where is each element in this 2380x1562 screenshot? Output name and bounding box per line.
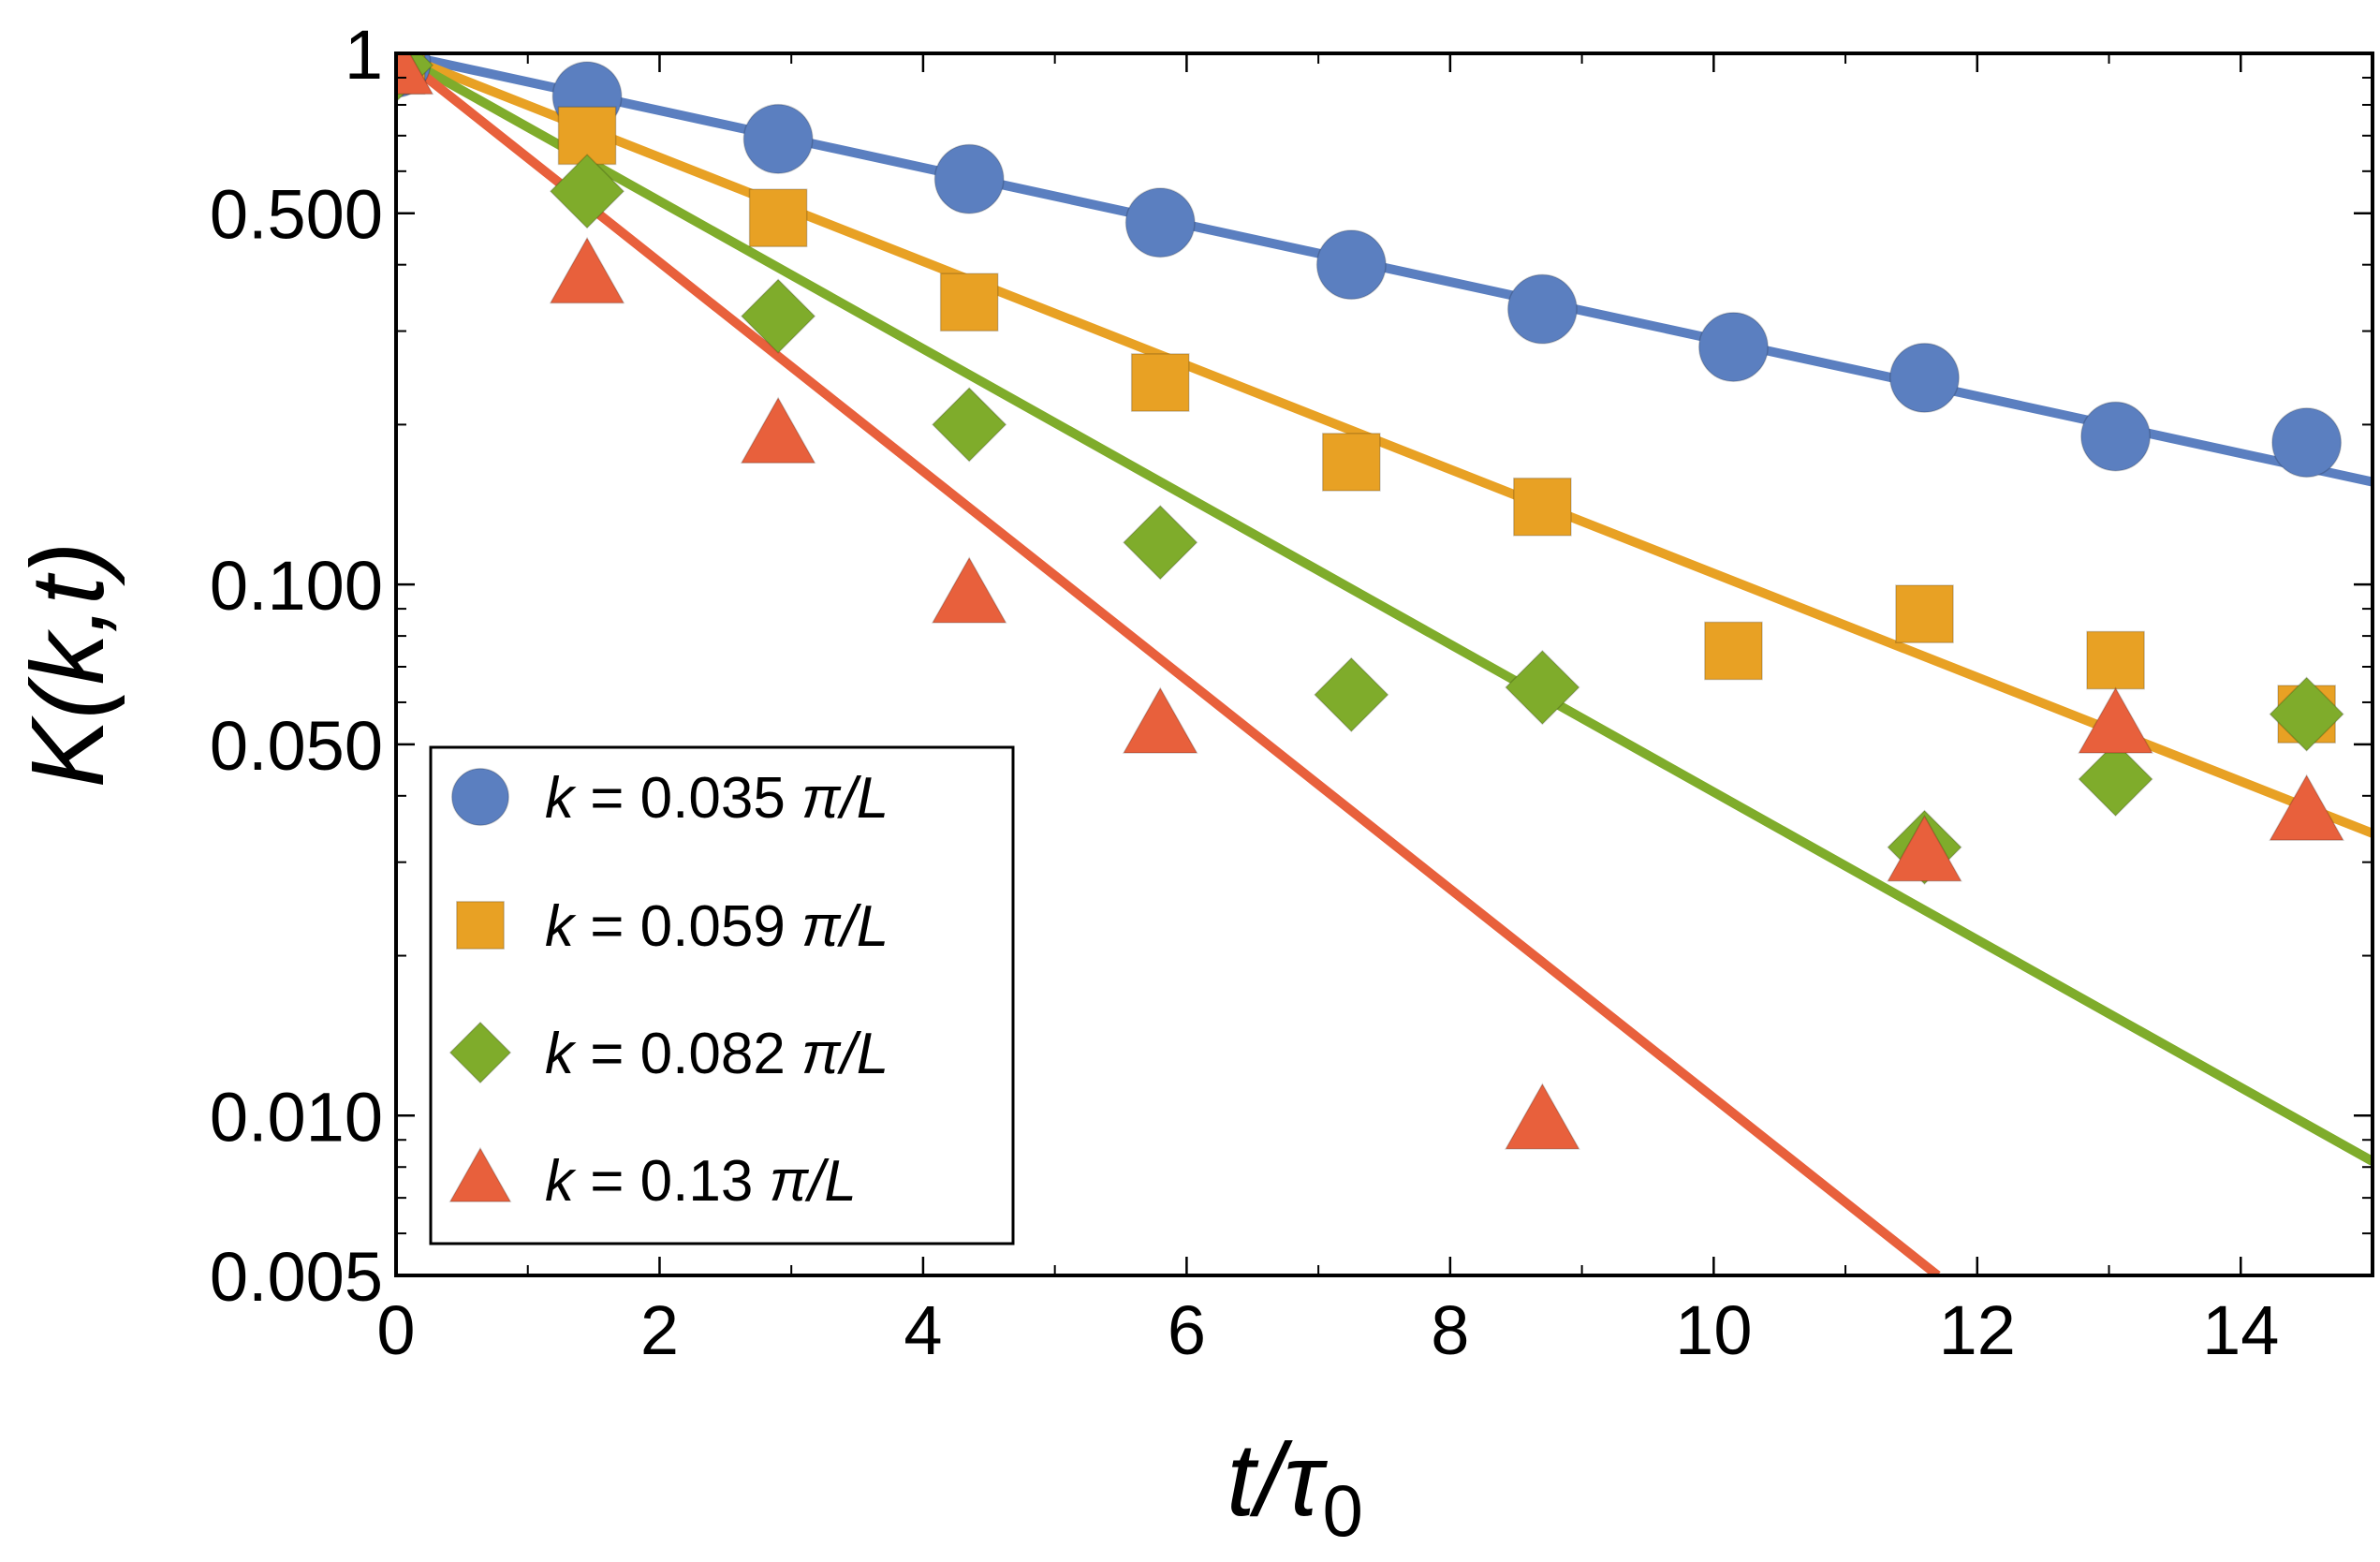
y-tick-label: 0.005 <box>210 1238 383 1316</box>
legend: k = 0.035 π/Lk = 0.059 π/Lk = 0.082 π/Lk… <box>429 745 1015 1245</box>
data-point-series-4 <box>1504 1083 1580 1150</box>
y-tick-label: 0.010 <box>210 1078 383 1156</box>
data-point-series-3 <box>2269 676 2344 752</box>
legend-marker-series-1 <box>451 768 509 826</box>
data-point-series-4 <box>1122 686 1198 754</box>
data-point-series-1 <box>2271 407 2343 479</box>
legend-label-series-1: k = 0.035 π/L <box>545 766 889 831</box>
x-tick-label: 8 <box>1431 1291 1469 1369</box>
legend-unit: π/L <box>801 766 889 831</box>
x-axis-title-main: t/τ <box>1227 1422 1328 1538</box>
y-tick-labels: 1 0.500 0.100 0.050 0.010 0.005 <box>210 16 383 1316</box>
x-axis-title: t/τ0 <box>1227 1422 1363 1552</box>
data-point-series-1 <box>2080 401 2152 472</box>
data-point-series-4 <box>1887 815 1962 882</box>
data-point-series-2 <box>1895 584 1954 643</box>
legend-label-series-2: k = 0.059 π/L <box>545 894 889 959</box>
data-point-series-3 <box>1314 656 1389 733</box>
data-point-series-4 <box>549 236 625 304</box>
y-tick-label: 0.100 <box>210 547 383 625</box>
x-tick-label: 4 <box>904 1291 942 1369</box>
data-markers <box>396 53 2345 1150</box>
data-point-series-3 <box>549 154 625 229</box>
data-point-series-3 <box>740 278 816 354</box>
data-point-series-2 <box>1513 477 1572 537</box>
legend-k-symbol: k <box>545 766 577 831</box>
legend-value: = 0.059 <box>574 894 801 959</box>
legend-k-symbol: k <box>545 1149 577 1214</box>
legend-label-series-4: k = 0.13 π/L <box>545 1149 857 1214</box>
data-point-series-4 <box>396 53 434 96</box>
data-point-series-1 <box>1506 273 1578 345</box>
data-point-series-1 <box>742 103 814 174</box>
data-point-series-1 <box>1315 229 1387 301</box>
y-tick-label: 0.500 <box>210 176 383 254</box>
legend-value: = 0.13 <box>574 1149 770 1214</box>
data-point-series-3 <box>1505 649 1580 726</box>
x-tick-label: 0 <box>376 1291 415 1369</box>
legend-unit: π/L <box>801 894 889 959</box>
legend-k-symbol: k <box>545 894 577 959</box>
x-tick-label: 14 <box>2202 1291 2279 1369</box>
data-point-series-2 <box>939 273 999 332</box>
data-point-series-3 <box>1123 505 1198 581</box>
data-point-series-2 <box>1704 621 1763 681</box>
legend-marker-series-2 <box>456 901 505 950</box>
data-point-series-1 <box>1889 342 1960 413</box>
x-tick-label: 2 <box>640 1291 679 1369</box>
legend-marker-series-3 <box>448 1021 512 1084</box>
legend-label-series-3: k = 0.082 π/L <box>545 1022 889 1086</box>
x-tick-label: 10 <box>1675 1291 1752 1369</box>
legend-box <box>429 745 1015 1245</box>
data-point-series-2 <box>1130 353 1190 412</box>
data-point-series-3 <box>2078 741 2153 818</box>
legend-unit: π/L <box>770 1149 857 1214</box>
data-point-series-1 <box>1124 187 1196 258</box>
fit-line-series-4 <box>396 53 1941 1275</box>
legend-value: = 0.035 <box>574 766 801 831</box>
fit-line-series-2 <box>396 53 2373 838</box>
data-point-series-4 <box>931 556 1007 624</box>
legend-marker-series-4 <box>448 1146 512 1202</box>
data-point-series-3 <box>932 387 1007 463</box>
fit-line-series-3 <box>396 53 2373 1166</box>
legend-value: = 0.082 <box>574 1022 801 1086</box>
data-point-series-2 <box>748 188 808 248</box>
data-point-series-4 <box>2078 686 2153 754</box>
data-point-series-1 <box>933 143 1005 214</box>
x-tick-label: 12 <box>1939 1291 2016 1369</box>
x-tick-label: 6 <box>1168 1291 1206 1369</box>
data-point-series-2 <box>2086 630 2145 690</box>
x-axis-title-sub: 0 <box>1322 1469 1362 1552</box>
data-point-series-2 <box>1321 433 1381 492</box>
y-tick-label: 1 <box>345 16 383 94</box>
legend-unit: π/L <box>801 1022 889 1086</box>
data-point-series-4 <box>740 396 816 464</box>
legend-k-symbol: k <box>545 1022 577 1086</box>
y-tick-label: 0.050 <box>210 707 383 785</box>
y-axis-title: K(k,t) <box>10 542 125 788</box>
data-point-series-1 <box>1697 312 1769 383</box>
data-point-series-4 <box>2269 774 2345 841</box>
x-tick-labels: 0 2 4 6 8 10 12 14 <box>376 1291 2279 1369</box>
plot-frame <box>394 52 2374 1277</box>
